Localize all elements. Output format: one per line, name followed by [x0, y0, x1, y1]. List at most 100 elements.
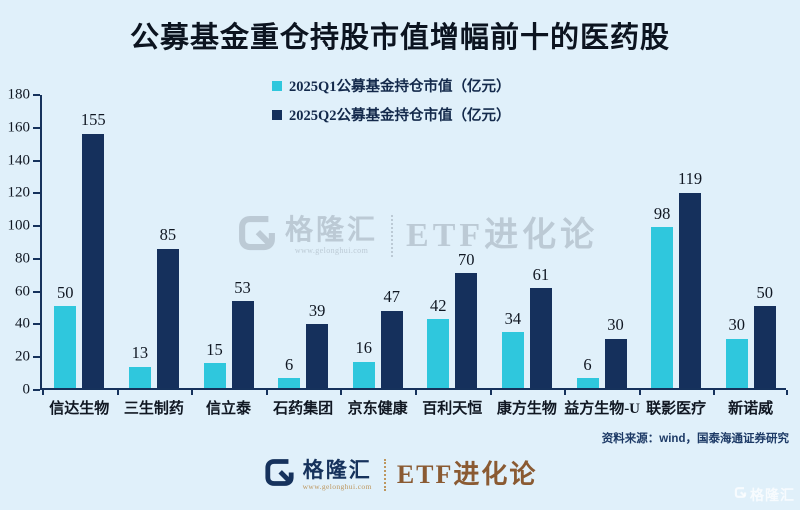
bar-value-label: 30: [607, 315, 624, 335]
footer-brand-url: www.gelonghui.com: [302, 481, 372, 491]
bar-series1-康方生物: [501, 332, 524, 388]
bar-series2-信达生物: [82, 133, 105, 388]
watermark-brand-block: 格隆汇 www.gelonghui.com: [285, 214, 379, 255]
gelonghui-g-icon: [236, 212, 278, 259]
y-axis-tick: [33, 356, 40, 359]
footer-product-name: ETF进化论: [396, 460, 538, 489]
watermark-gelonghui-center: 格隆汇 www.gelonghui.com ETF进化论: [236, 212, 598, 259]
legend-item-q2: 2025Q2公募基金持仓市值（亿元）: [272, 104, 528, 125]
x-category-label: 百利天恒: [422, 401, 483, 417]
x-category-label: 信立泰: [205, 401, 251, 417]
y-axis-label: 160: [7, 119, 31, 136]
x-axis-tick: [713, 390, 716, 395]
bar-series2-益方生物-U: [604, 338, 627, 388]
bar-value-label: 119: [678, 169, 703, 189]
bar-series2-联影医疗: [679, 192, 702, 388]
x-category-label: 新诺威: [728, 401, 774, 417]
x-axis-tick: [191, 390, 194, 395]
x-axis-tick: [42, 390, 44, 395]
y-axis-label: 20: [15, 348, 30, 365]
bar-series1-信达生物: [54, 306, 77, 388]
legend-label-q2: 2025Q2公募基金持仓市值（亿元）: [289, 108, 511, 124]
y-axis-label: 100: [7, 217, 31, 234]
legend: 2025Q1公募基金持仓市值（亿元） 2025Q2公募基金持仓市值（亿元）: [0, 75, 800, 125]
bar-series1-百利天恒: [427, 319, 450, 388]
bar-series1-信立泰: [203, 363, 226, 388]
gelonghui-g-icon: [263, 456, 296, 494]
y-axis-label: 180: [7, 86, 31, 103]
x-axis-tick: [564, 390, 567, 395]
y-axis-tick: [33, 94, 40, 96]
footer-brand-block: 格隆汇 www.gelonghui.com: [302, 457, 372, 491]
bar-value-label: 50: [57, 282, 74, 302]
x-axis-tick: [265, 390, 268, 395]
bar-value-label: 15: [206, 339, 223, 359]
gelonghui-g-icon: [734, 486, 747, 504]
x-category-label: 京东健康: [347, 401, 408, 417]
y-axis-tick: [33, 225, 40, 228]
x-category-label: 康方生物: [496, 401, 557, 417]
bar-value-label: 6: [583, 354, 592, 374]
y-axis-tick: [33, 126, 40, 129]
x-category-label: 石药集团: [273, 401, 334, 417]
bar-series2-石药集团: [306, 324, 329, 388]
legend-item-q1: 2025Q1公募基金持仓市值（亿元）: [272, 75, 528, 96]
bar-value-label: 34: [504, 308, 522, 328]
bar-series2-信立泰: [231, 301, 254, 388]
bar-value-label: 155: [80, 110, 106, 130]
x-category-label: 三生制药: [123, 401, 184, 417]
footer-brand-name: 格隆汇: [302, 457, 372, 482]
legend-label-q1: 2025Q1公募基金持仓市值（亿元）: [289, 79, 511, 95]
y-axis-label: 120: [7, 184, 31, 201]
x-category-label: 益方生物-U: [564, 401, 641, 417]
y-axis-label: 80: [15, 250, 30, 267]
y-axis-label: 0: [22, 381, 31, 398]
bar-value-label: 6: [284, 354, 294, 374]
bar-series2-康方生物: [529, 288, 552, 388]
chart-title: 公募基金重仓持股市值增幅前十的医药股: [129, 22, 670, 54]
bar-series2-新诺威: [753, 306, 776, 388]
bar-series1-联影医疗: [651, 227, 674, 388]
x-axis-tick: [638, 390, 641, 395]
watermark-corner-text: 格隆汇: [750, 489, 795, 504]
legend-swatch-q1: [272, 80, 282, 91]
source-note: 资料来源：wind，国泰海通证券研究: [601, 433, 789, 445]
bar-series1-益方生物-U: [576, 378, 599, 388]
bar-series2-京东健康: [380, 310, 403, 388]
x-axis-tick: [415, 390, 417, 395]
watermark-product-name: ETF进化论: [406, 216, 599, 254]
footer-brand: 格隆汇 www.gelonghui.com ETF进化论: [0, 456, 800, 494]
bar-value-label: 70: [458, 249, 475, 269]
plot-area: 0 20 40 60 80 100 120 140 160 180 50 155 信达生物 13 85 三生制…: [8, 87, 788, 417]
bar-value-label: 30: [728, 315, 745, 335]
legend-swatch-q2: [272, 109, 282, 120]
bar-value-label: 50: [756, 282, 773, 302]
y-axis-tick: [33, 323, 40, 326]
footer-divider: [383, 459, 386, 491]
bar-value-label: 16: [355, 338, 372, 358]
y-axis-label: 140: [7, 152, 31, 169]
bar-series1-新诺威: [725, 338, 748, 388]
bar-value-label: 85: [159, 225, 177, 245]
bar-series1-石药集团: [278, 378, 301, 388]
watermark-brand-name: 格隆汇: [285, 214, 379, 246]
y-axis-tick: [33, 290, 40, 293]
y-axis-tick: [33, 389, 40, 391]
x-axis-tick: [116, 390, 119, 395]
y-axis-tick: [33, 257, 40, 260]
bar-series1-三生制药: [128, 366, 151, 388]
bar-value-label: 13: [131, 343, 149, 363]
watermark-gelonghui-corner: 格隆汇: [734, 485, 795, 505]
x-axis-tick: [786, 390, 788, 395]
x-axis-tick: [489, 390, 492, 395]
bar-value-label: 47: [383, 287, 400, 307]
bar-series2-百利天恒: [455, 273, 478, 388]
y-axis-label: 60: [15, 283, 30, 300]
x-category-label: 信达生物: [49, 401, 110, 417]
watermark-brand-url: www.gelonghui.com: [294, 245, 369, 255]
bar-value-label: 39: [308, 300, 326, 320]
bar-series1-京东健康: [352, 361, 375, 388]
bar-value-label: 61: [532, 264, 550, 284]
watermark-divider: [391, 214, 394, 257]
